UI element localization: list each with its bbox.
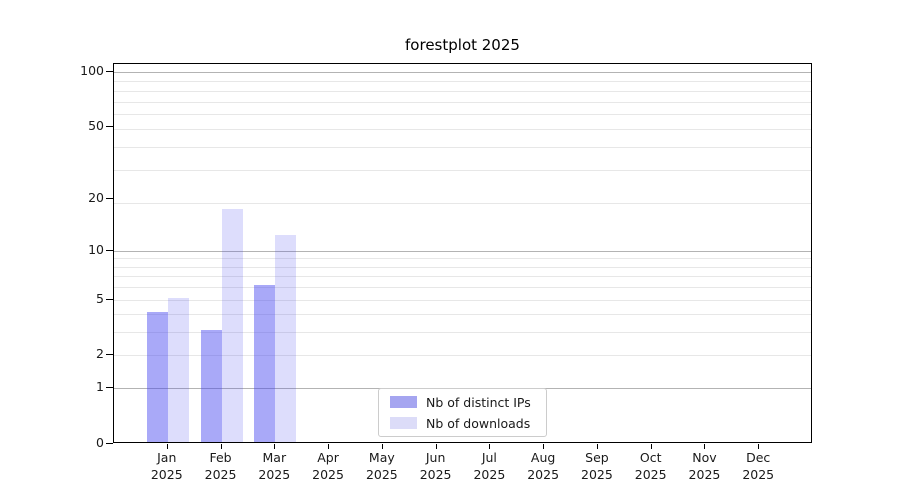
y-tick-label: 100 bbox=[80, 63, 104, 78]
y-tick-label: 10 bbox=[88, 241, 104, 257]
minor-gridline bbox=[114, 169, 811, 171]
minor-gridline bbox=[114, 128, 811, 130]
legend: Nb of distinct IPs Nb of downloads bbox=[378, 388, 547, 437]
y-tick-mark bbox=[106, 249, 113, 251]
x-tick-label: Jan 2025 bbox=[150, 450, 183, 482]
legend-item: Nb of downloads bbox=[390, 414, 546, 432]
x-tick-mark bbox=[274, 444, 276, 449]
bar-downloads bbox=[275, 235, 297, 442]
minor-gridline bbox=[114, 258, 811, 260]
y-tick-label: 1 bbox=[96, 379, 104, 395]
plot-inner bbox=[114, 64, 811, 442]
minor-gridline bbox=[114, 299, 811, 301]
x-tick-mark bbox=[328, 444, 330, 449]
legend-item: Nb of distinct IPs bbox=[390, 393, 546, 411]
minor-gridline bbox=[114, 81, 811, 83]
minor-gridline bbox=[114, 101, 811, 103]
plot-area bbox=[113, 63, 812, 443]
x-tick-mark bbox=[435, 444, 437, 449]
x-tick-label: Apr 2025 bbox=[312, 450, 344, 482]
bar-downloads bbox=[221, 209, 243, 442]
major-gridline bbox=[114, 72, 811, 73]
x-tick-mark bbox=[489, 444, 491, 449]
y-tick-mark bbox=[106, 126, 113, 128]
x-tick-mark bbox=[650, 444, 652, 449]
y-tick-label: 2 bbox=[96, 346, 104, 362]
x-tick-label: May 2025 bbox=[365, 450, 398, 482]
bar-distinct-ips bbox=[200, 330, 222, 442]
x-tick-label: Aug 2025 bbox=[527, 450, 560, 482]
legend-label-downloads: Nb of downloads bbox=[426, 415, 531, 431]
y-tick-mark bbox=[106, 387, 113, 389]
y-tick-mark bbox=[106, 298, 113, 300]
minor-gridline bbox=[114, 314, 811, 316]
minor-gridline bbox=[114, 266, 811, 268]
minor-gridline bbox=[114, 276, 811, 278]
x-tick-mark bbox=[704, 444, 706, 449]
y-tick-label: 0 bbox=[96, 435, 104, 450]
x-tick-label: Sep 2025 bbox=[581, 450, 613, 482]
x-tick-label: Nov 2025 bbox=[688, 450, 721, 482]
legend-label-distinct-ips: Nb of distinct IPs bbox=[426, 394, 531, 410]
y-tick-mark bbox=[106, 354, 113, 356]
x-tick-mark bbox=[166, 444, 168, 449]
x-tick-mark bbox=[596, 444, 598, 449]
x-tick-mark bbox=[220, 444, 222, 449]
bar-downloads bbox=[167, 297, 189, 442]
y-tick-mark bbox=[106, 71, 113, 72]
bar-distinct-ips bbox=[146, 312, 168, 442]
y-tick-label: 50 bbox=[88, 118, 104, 134]
x-tick-label: Dec 2025 bbox=[742, 450, 775, 482]
x-tick-mark bbox=[381, 444, 383, 449]
x-tick-mark bbox=[758, 444, 760, 449]
minor-gridline bbox=[114, 113, 811, 115]
minor-gridline bbox=[114, 287, 811, 289]
minor-gridline bbox=[114, 332, 811, 334]
minor-gridline bbox=[114, 146, 811, 148]
x-tick-label: Feb 2025 bbox=[204, 450, 237, 482]
major-gridline bbox=[114, 250, 811, 252]
x-tick-label: Jun 2025 bbox=[419, 450, 452, 482]
y-tick-mark bbox=[106, 197, 113, 199]
y-tick-label: 20 bbox=[88, 189, 104, 205]
bar-distinct-ips bbox=[254, 285, 276, 442]
minor-gridline bbox=[114, 355, 811, 357]
y-tick-mark bbox=[106, 443, 113, 444]
legend-swatch-distinct-ips bbox=[390, 396, 417, 408]
chart-title: forestplot 2025 bbox=[405, 36, 520, 54]
minor-gridline bbox=[114, 202, 811, 204]
x-tick-label: Oct 2025 bbox=[634, 450, 667, 482]
y-tick-label: 5 bbox=[96, 290, 104, 306]
x-tick-label: Mar 2025 bbox=[258, 450, 291, 482]
x-tick-label: Jul 2025 bbox=[473, 450, 506, 482]
minor-gridline bbox=[114, 90, 811, 92]
x-tick-mark bbox=[543, 444, 545, 449]
legend-swatch-downloads bbox=[390, 417, 417, 429]
